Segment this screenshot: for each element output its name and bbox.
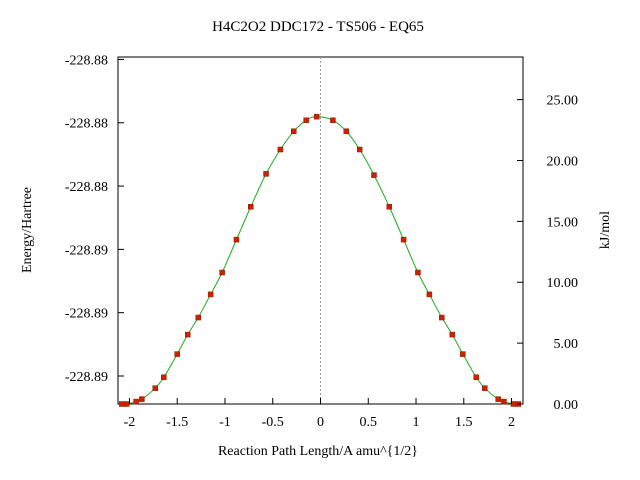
data-point — [460, 351, 466, 357]
data-point — [207, 291, 214, 298]
x-tick-label: 0 — [317, 415, 324, 430]
x-tick-label: 1 — [413, 415, 420, 430]
data-point — [152, 385, 158, 391]
left-tick-label: -228.88 — [65, 180, 108, 195]
data-point — [184, 331, 191, 338]
right-tick-label: 0.00 — [554, 398, 579, 413]
right-tick-label: 15.00 — [547, 215, 579, 230]
data-point — [303, 117, 309, 124]
data-point — [386, 204, 393, 210]
data-point — [415, 269, 421, 276]
x-tick-label: 2 — [508, 415, 515, 430]
data-point — [439, 314, 445, 321]
left-tick-label: -228.88 — [65, 117, 108, 132]
data-point — [343, 128, 350, 135]
x-tick-label: -2 — [124, 415, 136, 430]
data-point — [139, 396, 145, 402]
left-tick-label: -228.89 — [65, 243, 108, 258]
x-tick-label: -1.5 — [166, 415, 188, 430]
x-tick-label: -1 — [219, 415, 231, 430]
data-point — [263, 171, 269, 177]
data-point — [495, 396, 501, 402]
data-point — [501, 398, 507, 405]
right-tick-label: 5.00 — [554, 337, 579, 352]
data-point — [161, 374, 167, 380]
data-point — [400, 236, 407, 243]
data-point — [330, 117, 336, 124]
x-axis-label: Reaction Path Length/A amu^{1/2} — [218, 444, 418, 459]
data-point — [371, 172, 377, 178]
data-point — [219, 269, 225, 276]
data-point — [291, 128, 297, 135]
data-point — [473, 374, 479, 380]
data-point — [119, 401, 125, 407]
data-point — [356, 146, 363, 153]
data-point — [233, 236, 240, 243]
data-point — [174, 351, 180, 357]
data-point — [449, 331, 456, 338]
x-tick-label: -0.5 — [262, 415, 284, 430]
x-axis-ticks: -2 -1.5 -1 -0.5 0 0.5 1 1.5 2 — [124, 398, 515, 430]
right-tick-label: 10.00 — [547, 276, 579, 291]
left-tick-label: -228.88 — [65, 53, 108, 68]
left-axis-label: Energy/Hartree — [20, 187, 35, 273]
data-point — [482, 385, 488, 391]
data-point — [277, 146, 284, 153]
chart-title: H4C2O2 DDC172 - TS506 - EQ65 — [212, 19, 424, 35]
data-point — [426, 291, 433, 298]
right-tick-label: 20.00 — [547, 154, 579, 169]
data-point — [248, 204, 254, 210]
left-axis-ticks: -228.88 -228.88 -228.88 -228.89 -228.89 -228.… — [65, 53, 124, 385]
x-tick-label: 0.5 — [360, 415, 378, 430]
right-tick-label: 25.00 — [547, 94, 579, 109]
left-tick-label: -228.89 — [65, 307, 108, 322]
data-point — [195, 314, 201, 321]
data-point — [133, 398, 139, 405]
x-tick-label: 1.5 — [455, 415, 473, 430]
right-axis-ticks: 25.00 20.00 15.00 10.00 5.00 0.00 — [517, 94, 578, 413]
right-axis-label: kJ/mol — [598, 211, 613, 249]
left-tick-label: -228.89 — [65, 370, 108, 385]
data-point — [313, 113, 320, 120]
data-point — [123, 401, 130, 407]
